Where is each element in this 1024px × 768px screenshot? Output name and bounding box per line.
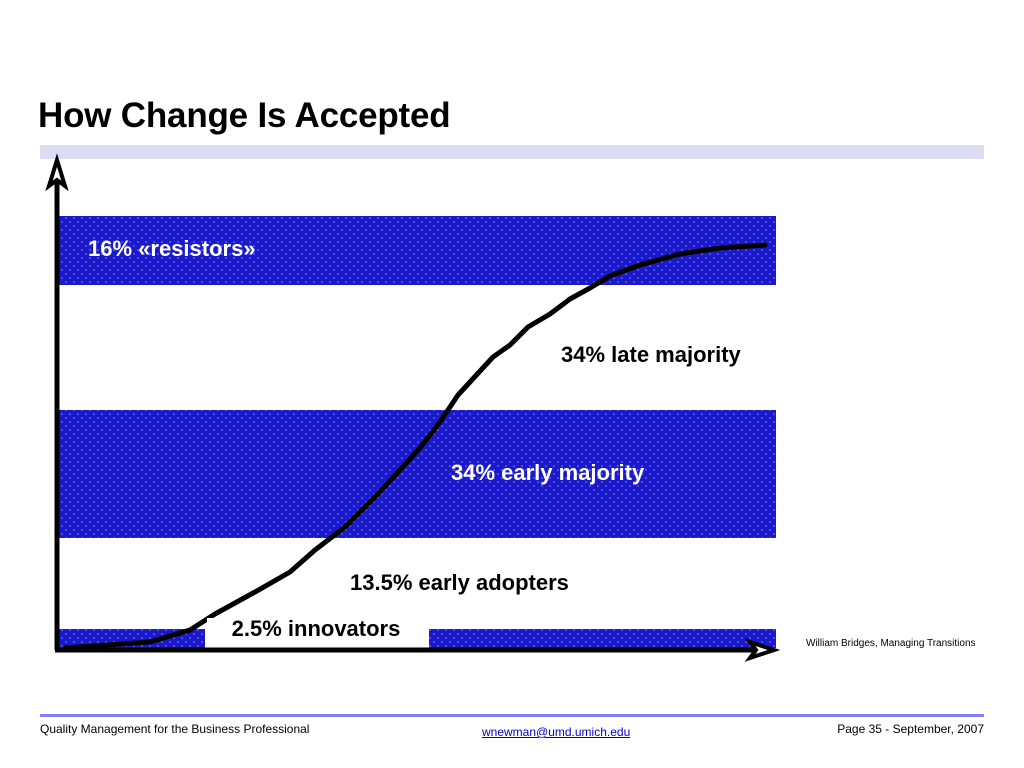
innovators-label: 2.5% innovators bbox=[207, 618, 425, 640]
footer-course-title: Quality Management for the Business Prof… bbox=[40, 722, 310, 736]
band-resistors bbox=[59, 216, 776, 285]
slide-title: How Change Is Accepted bbox=[38, 96, 451, 135]
adoption-s-curve bbox=[62, 242, 768, 651]
late-majority-label: 34% late majority bbox=[561, 342, 741, 367]
source-citation: William Bridges, Managing Transitions bbox=[806, 638, 976, 649]
early-majority-label: 34% early majority bbox=[451, 460, 645, 485]
band-early-majority bbox=[59, 410, 776, 538]
band-innovators-right bbox=[429, 629, 776, 648]
footer-rule bbox=[40, 714, 984, 717]
early-adopters-label: 13.5% early adopters bbox=[350, 570, 569, 595]
band-innovators-left bbox=[59, 629, 205, 648]
footer-email-link[interactable]: wnewman@umd.umich.edu bbox=[482, 725, 631, 739]
footer-page-info: Page 35 - September, 2007 bbox=[837, 722, 984, 736]
title-rule bbox=[40, 145, 984, 159]
adoption-diagram bbox=[45, 153, 781, 662]
y-axis-arrowhead bbox=[45, 153, 69, 192]
x-axis-arrowhead bbox=[744, 638, 781, 662]
resistors-label: 16% «resistors» bbox=[88, 236, 256, 261]
